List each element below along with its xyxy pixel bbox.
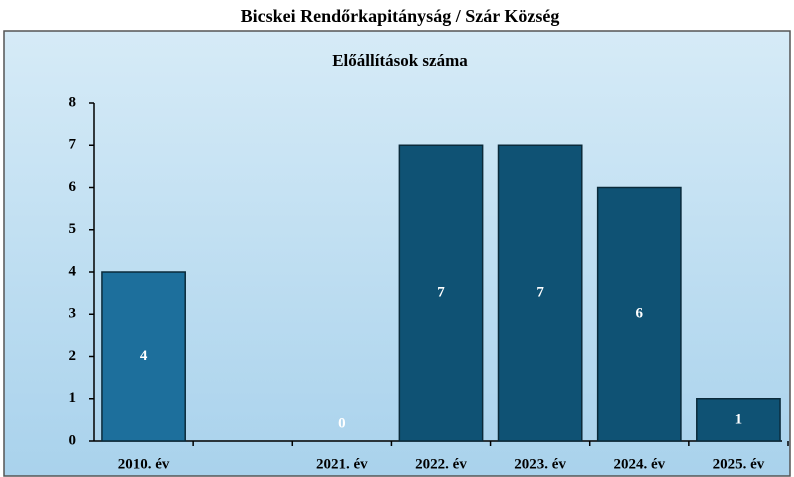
chart-title: Előállítások száma <box>332 51 468 70</box>
x-tick-label: 2010. év <box>118 456 170 472</box>
y-tick-label: 4 <box>69 263 77 279</box>
x-tick-label: 2021. év <box>316 456 368 472</box>
data-label: 7 <box>536 285 544 301</box>
data-label: 7 <box>437 285 445 301</box>
y-tick-label: 7 <box>69 137 77 153</box>
y-tick-label: 1 <box>69 390 77 406</box>
bar <box>497 144 583 442</box>
y-tick-label: 5 <box>69 221 77 237</box>
bar <box>696 398 781 442</box>
y-tick-label: 8 <box>69 94 77 110</box>
x-tick-label: 2025. év <box>713 456 765 472</box>
y-tick-label: 3 <box>69 306 77 322</box>
page-header: Bicskei Rendőrkapitányság / Szár Község <box>241 6 560 26</box>
y-tick-label: 0 <box>69 432 77 448</box>
data-label: 6 <box>636 306 644 322</box>
data-label: 1 <box>735 411 743 427</box>
y-tick-label: 2 <box>69 348 77 364</box>
data-label: 0 <box>338 415 346 431</box>
data-label: 4 <box>140 348 148 364</box>
bar <box>596 186 682 442</box>
x-tick-label: 2022. év <box>415 456 467 472</box>
bar <box>398 144 484 442</box>
bar <box>101 271 186 442</box>
y-tick-label: 6 <box>69 179 77 195</box>
x-tick-label: 2023. év <box>514 456 566 472</box>
x-tick-label: 2024. év <box>613 456 665 472</box>
